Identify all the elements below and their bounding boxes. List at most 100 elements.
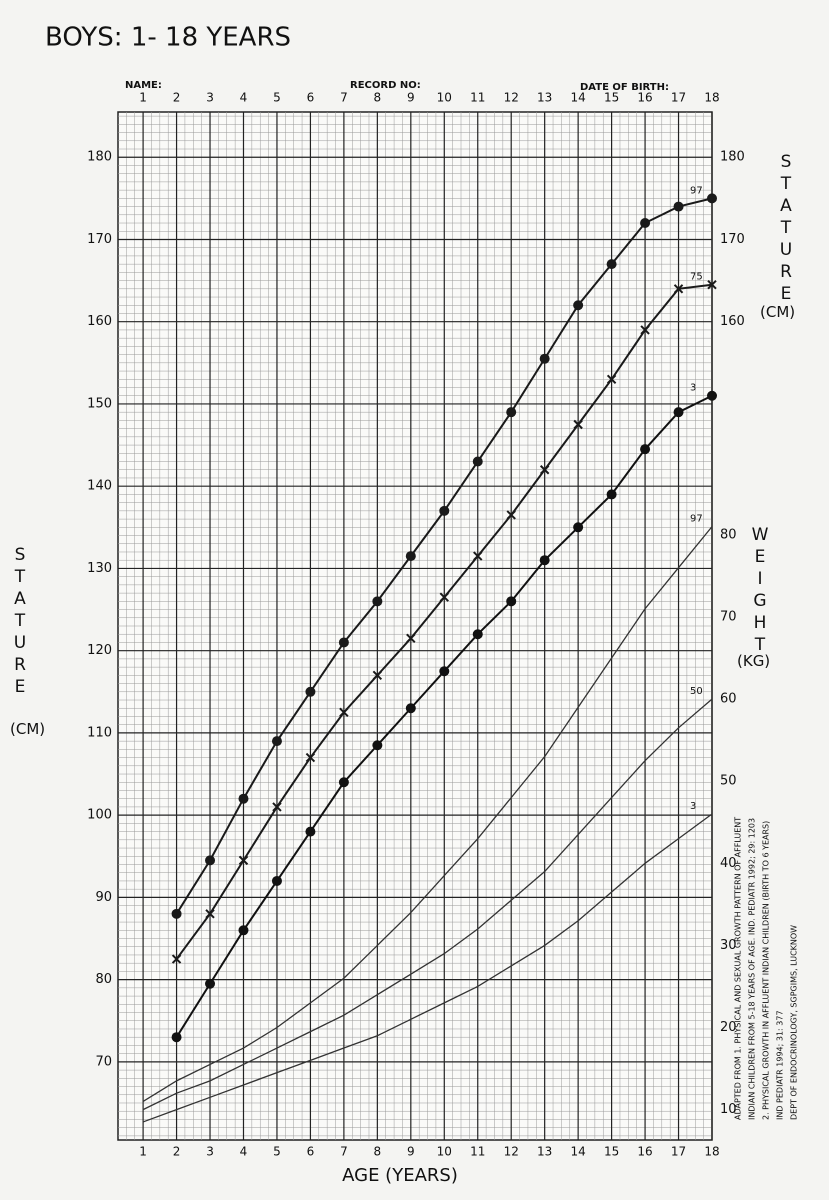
y2-tick-label: 40 [720,856,737,871]
point [506,407,517,418]
series-label: 97 [690,514,703,525]
x-axis-label: AGE (YEARS) [342,1165,458,1186]
point [271,875,282,886]
point [673,201,684,212]
y-tick-label: 110 [87,725,112,740]
y-tick-label: 150 [87,396,112,411]
x-tick-label: 12 [504,91,519,105]
y-tick-label: 130 [87,561,112,576]
x-tick-label: 15 [604,1145,619,1159]
point [573,300,584,311]
point [539,555,550,566]
y2-tick-label: 80 [720,527,737,542]
point [439,666,450,677]
x-tick-label: 13 [537,91,552,105]
chart-title: BOYS: 1- 18 YEARS [45,23,291,53]
series-line [142,813,713,1123]
y2-axis-label: WEIGHT [750,525,770,657]
point [171,1032,182,1043]
point [238,855,249,866]
x-tick-label: 12 [504,1145,519,1159]
point [539,465,550,475]
y2-tick-label: 60 [720,692,737,707]
x-tick-label: 15 [604,91,619,105]
point [238,793,249,804]
point [405,703,416,714]
point [640,218,651,229]
x-tick-label: 16 [637,1145,652,1159]
point [372,670,383,681]
x-tick-label: 4 [240,1145,248,1159]
y-tick-label: 180 [87,150,112,165]
y-tick-label: 170 [87,232,112,247]
point [472,629,483,640]
y2-tick-label: 70 [720,609,737,624]
point [205,978,216,989]
point [606,374,617,384]
point [640,325,650,335]
x-tick-label: 9 [407,1145,415,1159]
x-tick-label: 7 [340,91,348,105]
x-tick-label: 10 [437,91,452,105]
x-tick-label: 6 [307,1145,315,1159]
footnote: DEPT OF ENDOCRINOLOGY, SGPGIMS, LUCKNOW [790,925,799,1120]
series-label: 3 [690,801,696,812]
point [707,390,717,401]
point [640,444,651,455]
x-tick-label: 8 [374,1145,382,1159]
x-tick-label: 8 [374,91,382,105]
series-line [142,698,713,1111]
point [339,707,349,718]
y-tick-label: 70 [95,1054,112,1069]
y-tick-label: 80 [95,972,112,987]
point [406,633,416,644]
point [338,777,349,788]
point [506,596,517,607]
point [305,826,316,837]
footnote: ADAPTED FROM 1. PHYSICAL AND SEXUAL GROW… [734,817,743,1120]
x-tick-label: 13 [537,1145,552,1159]
point [171,954,182,964]
point [473,551,483,561]
y-tick-label: 90 [95,890,112,905]
x-tick-label: 3 [206,91,214,105]
point [205,909,215,919]
series-line [142,526,713,1102]
x-tick-label: 17 [671,91,686,105]
y-tick-label: 120 [87,643,112,658]
point [673,284,684,294]
y-tick-label-right: 160 [720,314,745,329]
point [272,802,282,812]
x-tick-label: 7 [340,1145,348,1159]
x-tick-label: 1 [139,1145,147,1159]
series-label: 97 [690,185,703,196]
y-tick-label-right: 170 [720,232,745,247]
x-tick-label: 5 [273,1145,281,1159]
x-tick-label: 16 [637,91,652,105]
point [405,551,416,562]
point [506,510,516,520]
footnote: INDIAN CHILDREN FROM 5-18 YEARS OF AGE. … [748,818,757,1120]
x-tick-label: 18 [704,91,719,105]
x-tick-label: 14 [571,1145,586,1159]
y2-tick-label: 30 [720,938,737,953]
y-axis-label: STATURE [10,545,30,699]
y-axis-unit-right: (CM) [760,303,796,321]
series-label: 50 [690,686,703,697]
point [606,259,617,270]
x-tick-label: 5 [273,91,281,105]
y2-tick-label: 10 [720,1102,737,1117]
point [606,489,617,500]
point [372,740,383,751]
point [573,522,584,533]
x-tick-label: 10 [437,1145,452,1159]
y-tick-label: 100 [87,808,112,823]
y2-tick-label: 50 [720,774,737,789]
header-field: DATE OF BIRTH: [580,82,669,93]
point [707,279,717,290]
header-field: RECORD NO: [350,80,421,91]
x-tick-label: 11 [470,91,485,105]
y2-tick-label: 20 [720,1020,737,1035]
x-tick-label: 2 [173,1145,181,1159]
point [573,419,583,430]
